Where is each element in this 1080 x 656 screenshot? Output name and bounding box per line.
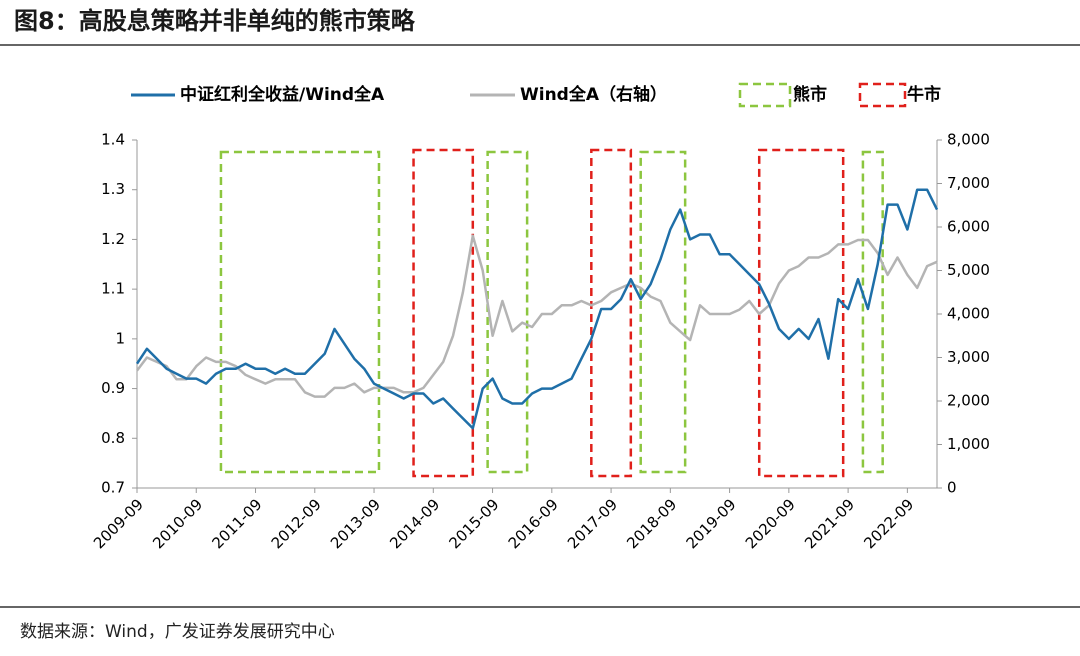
legend-label: 熊市 xyxy=(793,84,827,105)
legend-label: 中证红利全收益/Wind全A xyxy=(180,84,385,105)
x-tick-label: 2022-09 xyxy=(860,495,917,552)
y2-tick-label: 8,000 xyxy=(947,131,990,149)
y2-tick-label: 3,000 xyxy=(947,348,990,366)
region-box xyxy=(639,150,687,474)
x-tick-label: 2019-09 xyxy=(683,495,740,552)
y2-tick-label: 5,000 xyxy=(947,261,990,279)
y2-tick-label: 0 xyxy=(947,479,957,497)
x-tick-label: 2016-09 xyxy=(505,495,562,552)
y-tick-label: 1.3 xyxy=(101,180,125,198)
y-tick-label: 1.4 xyxy=(101,131,125,149)
y-tick-label: 0.9 xyxy=(101,379,125,397)
x-tick-label: 2021-09 xyxy=(801,495,858,552)
region-box xyxy=(219,150,381,474)
y-tick-label: 0.7 xyxy=(101,479,125,497)
x-tick-label: 2010-09 xyxy=(149,495,206,552)
chart-title: 图8：高股息策略并非单纯的熊市策略 xyxy=(14,7,416,35)
region-box xyxy=(590,148,633,478)
x-tick-label: 2018-09 xyxy=(623,495,680,552)
x-tick-label: 2015-09 xyxy=(446,495,503,552)
legend-swatch xyxy=(858,82,907,108)
y2-tick-label: 2,000 xyxy=(947,392,990,410)
x-tick-label: 2009-09 xyxy=(90,495,147,552)
x-tick-label: 2013-09 xyxy=(327,495,384,552)
series-line xyxy=(135,188,939,430)
region-box xyxy=(486,150,529,474)
x-tick-label: 2011-09 xyxy=(208,495,265,552)
legend-swatch xyxy=(738,82,792,108)
y2-tick-label: 1,000 xyxy=(947,435,990,453)
y-tick-label: 0.8 xyxy=(101,429,125,447)
y-tick-label: 1 xyxy=(115,329,125,347)
y2-tick-label: 6,000 xyxy=(947,218,990,236)
region-box xyxy=(861,150,884,474)
x-tick-label: 2012-09 xyxy=(268,495,325,552)
x-tick-label: 2014-09 xyxy=(386,495,443,552)
y2-tick-label: 4,000 xyxy=(947,305,990,323)
x-tick-label: 2017-09 xyxy=(564,495,621,552)
y-tick-label: 1.2 xyxy=(101,230,125,248)
y2-tick-label: 7,000 xyxy=(947,174,990,192)
legend-label: Wind全A（右轴） xyxy=(520,84,667,105)
x-tick-label: 2020-09 xyxy=(742,495,799,552)
y-tick-label: 1.1 xyxy=(101,280,125,298)
source-note: 数据来源：Wind，广发证券发展研究中心 xyxy=(20,622,335,642)
legend-label: 牛市 xyxy=(907,84,941,105)
region-box xyxy=(412,148,475,478)
series-line xyxy=(136,234,938,398)
